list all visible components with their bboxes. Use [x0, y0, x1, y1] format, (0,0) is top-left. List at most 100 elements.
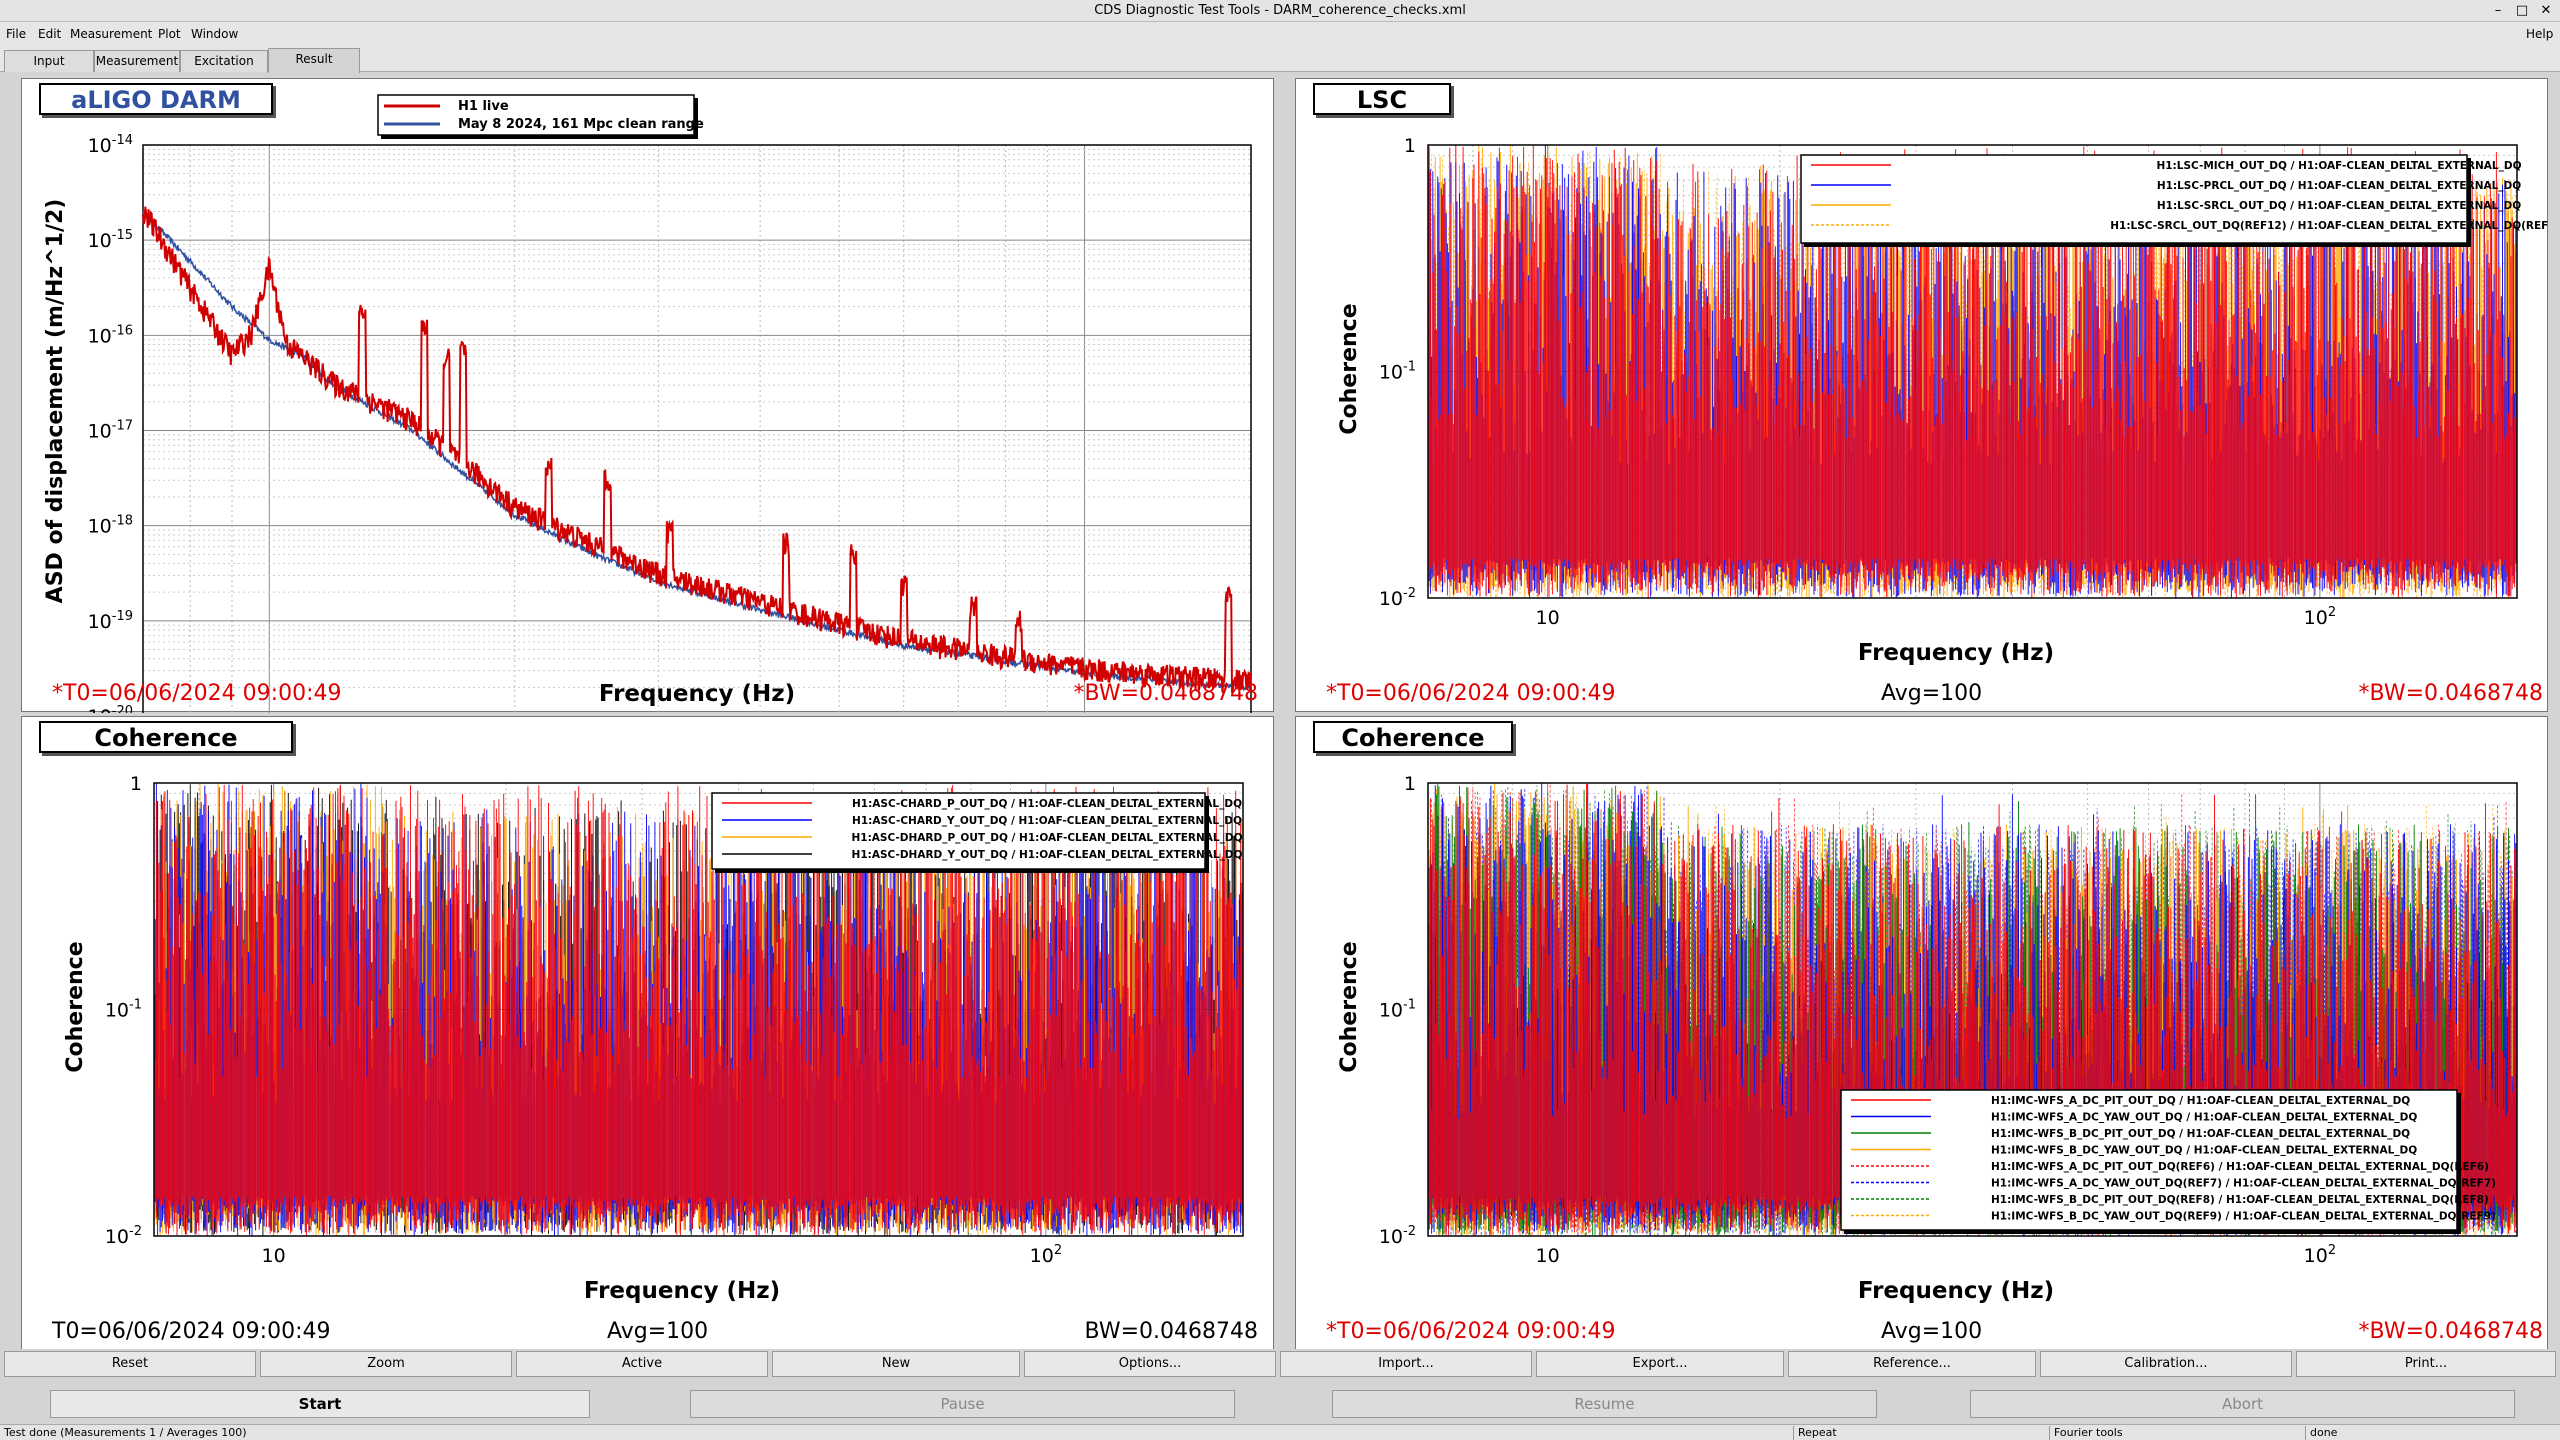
plot-panel-darm[interactable]: 1010210-1410-1510-1610-1710-1810-1910-20…	[21, 78, 1274, 713]
plot-panel-imc[interactable]: 10 102 1 10-1 10-2 Coherence Frequency (Hz) …	[1295, 716, 2548, 1350]
avg-label: Avg=100	[607, 1319, 709, 1344]
window-title: CDS Diagnostic Test Tools - DARM_coheren…	[1094, 3, 1466, 18]
legend-shadow	[1844, 1230, 2461, 1234]
plot-panel-asc[interactable]: 10 102 1 10-1 10-2 Coherence Frequency (Hz) …	[21, 716, 1274, 1350]
minimize-icon[interactable]: –	[2494, 3, 2502, 18]
legend-label: H1:IMC-WFS_A_DC_PIT_OUT_DQ(REF6) / H1:OA…	[1991, 1161, 2489, 1173]
status-fourier: Fourier tools	[2049, 1426, 2123, 1440]
y-tick-label: 10-15	[88, 228, 133, 252]
menu-plot[interactable]: Plot	[158, 27, 181, 41]
maximize-icon[interactable]: □	[2515, 3, 2529, 18]
plot-button-row: Reset Zoom Active New Options... Import.…	[0, 1349, 2560, 1379]
x-tick-label: 102	[2304, 605, 2336, 629]
calibration-button[interactable]: Calibration...	[2040, 1351, 2292, 1377]
y-tick-label: 10-2	[1379, 1224, 1416, 1248]
plot-panel-lsc[interactable]: 10 102 1 10-1 10-2 Coherence Frequency (Hz) …	[1295, 78, 2549, 712]
reset-button[interactable]: Reset	[4, 1351, 256, 1377]
menu-edit[interactable]: Edit	[38, 27, 62, 41]
y-axis-label: Coherence	[63, 941, 88, 1072]
legend-label: H1:IMC-WFS_A_DC_YAW_OUT_DQ(REF7) / H1:OA…	[1991, 1178, 2496, 1190]
y-tick-label: 10-1	[1379, 998, 1416, 1022]
y-axis-label: Coherence	[1337, 303, 1362, 434]
zoom-button[interactable]: Zoom	[260, 1351, 512, 1377]
t0-label: T0=06/06/2024 09:00:49	[52, 1319, 331, 1344]
tick-labels: 10 102 1 10-1 10-2	[105, 773, 1062, 1267]
series-line	[142, 206, 1252, 694]
legend-label: H1:ASC-DHARD_P_OUT_DQ / H1:OAF-CLEAN_DEL…	[851, 832, 1242, 844]
new-button[interactable]: New	[772, 1351, 1020, 1377]
legend-label: H1:LSC-SRCL_OUT_DQ(REF12) / H1:OAF-CLEAN…	[2110, 220, 2549, 232]
close-icon[interactable]: ✕	[2540, 3, 2552, 18]
tab-excitation[interactable]: Excitation	[180, 50, 268, 72]
bw-label: *BW=0.0468748	[2358, 1319, 2543, 1344]
menu-file[interactable]: File	[6, 27, 27, 41]
y-tick-label: 10-2	[105, 1224, 142, 1248]
tick-labels: 10 102 1 10-1 10-2	[1379, 773, 2336, 1267]
legend-label: H1:IMC-WFS_B_DC_PIT_OUT_DQ(REF8) / H1:OA…	[1991, 1194, 2489, 1206]
tab-input[interactable]: Input	[4, 50, 94, 72]
plot-frame	[153, 782, 1244, 1237]
print-button[interactable]: Print...	[2296, 1351, 2556, 1377]
legend-label: May 8 2024, 161 Mpc clean range	[458, 117, 704, 132]
legend-label: H1:ASC-CHARD_P_OUT_DQ / H1:OAF-CLEAN_DEL…	[852, 798, 1242, 810]
reference-button[interactable]: Reference...	[1788, 1351, 2036, 1377]
status-done: done	[2305, 1426, 2337, 1440]
y-tick-label: 10-17	[88, 419, 133, 443]
legend-label: H1:LSC-MICH_OUT_DQ / H1:OAF-CLEAN_DELTAL…	[2156, 160, 2521, 172]
x-tick-label: 10	[1536, 1245, 1560, 1267]
import-button[interactable]: Import...	[1280, 1351, 1532, 1377]
y-tick-label: 1	[1404, 135, 1416, 157]
legend-shadow	[1205, 796, 1209, 872]
legend: H1:IMC-WFS_A_DC_PIT_OUT_DQ / H1:OAF-CLEA…	[1840, 1089, 2496, 1234]
panel-title: LSC	[1313, 83, 1451, 115]
legend: H1 live May 8 2024, 161 Mpc clean range	[377, 94, 704, 139]
y-tick-label: 10-18	[88, 514, 133, 538]
menu-window[interactable]: Window	[191, 27, 239, 41]
active-button[interactable]: Active	[516, 1351, 768, 1377]
panel-title: Coherence	[1313, 721, 1513, 753]
title-bar: CDS Diagnostic Test Tools - DARM_coheren…	[0, 0, 2560, 22]
measurement-control-row: Start Pause Resume Abort	[0, 1384, 2560, 1424]
panel-title: Coherence	[39, 721, 293, 753]
x-tick-label: 102	[1030, 1243, 1062, 1267]
legend: H1:LSC-MICH_OUT_DQ / H1:OAF-CLEAN_DELTAL…	[1800, 154, 2549, 247]
resume-button[interactable]: Resume	[1332, 1390, 1877, 1418]
tick-labels: 10 102 1 10-1 10-2	[1379, 135, 2336, 629]
x-tick-label: 10	[262, 1245, 286, 1267]
legend-label: H1:IMC-WFS_B_DC_YAW_OUT_DQ / H1:OAF-CLEA…	[1991, 1145, 2417, 1157]
y-tick-label: 10-2	[1379, 586, 1416, 610]
start-button[interactable]: Start	[50, 1390, 590, 1418]
x-tick-label: 102	[2304, 1243, 2336, 1267]
y-tick-label: 10-19	[88, 609, 133, 633]
options-button[interactable]: Options...	[1024, 1351, 1276, 1377]
plot-frame	[1427, 144, 2518, 599]
tab-measurement[interactable]: Measurement	[94, 50, 180, 72]
series-group	[142, 206, 1252, 694]
x-axis-label: Frequency (Hz)	[1858, 1278, 2054, 1304]
t0-label: *T0=06/06/2024 09:00:49	[1326, 681, 1616, 706]
legend-box	[1840, 1089, 2458, 1231]
legend-label: H1:ASC-CHARD_Y_OUT_DQ / H1:OAF-CLEAN_DEL…	[852, 815, 1242, 827]
menu-help[interactable]: Help	[2526, 27, 2554, 41]
legend-label: H1:ASC-DHARD_Y_OUT_DQ / H1:OAF-CLEAN_DEL…	[852, 849, 1243, 861]
series-group	[1427, 145, 2518, 598]
menu-measurement[interactable]: Measurement	[70, 27, 153, 41]
y-tick-label: 1	[1404, 773, 1416, 795]
legend-label: H1:LSC-PRCL_OUT_DQ / H1:OAF-CLEAN_DELTAL…	[2157, 180, 2521, 192]
y-tick-label: 1	[130, 773, 142, 795]
export-button[interactable]: Export...	[1536, 1351, 1784, 1377]
status-message: Test done (Measurements 1 / Averages 100…	[4, 1426, 247, 1439]
y-axis-label: Coherence	[1337, 941, 1362, 1072]
menu-bar: File Edit Measurement Plot Window Help	[0, 22, 2560, 44]
legend: H1:ASC-CHARD_P_OUT_DQ / H1:OAF-CLEAN_DEL…	[711, 792, 1243, 873]
pause-button[interactable]: Pause	[690, 1390, 1235, 1418]
tab-result[interactable]: Result	[268, 48, 360, 73]
avg-label: Avg=100	[1881, 1319, 1983, 1344]
y-tick-label: 10-1	[105, 998, 142, 1022]
panel-title: aLIGO DARM	[39, 83, 273, 115]
abort-button[interactable]: Abort	[1970, 1390, 2515, 1418]
x-axis-label: Frequency (Hz)	[599, 681, 795, 707]
